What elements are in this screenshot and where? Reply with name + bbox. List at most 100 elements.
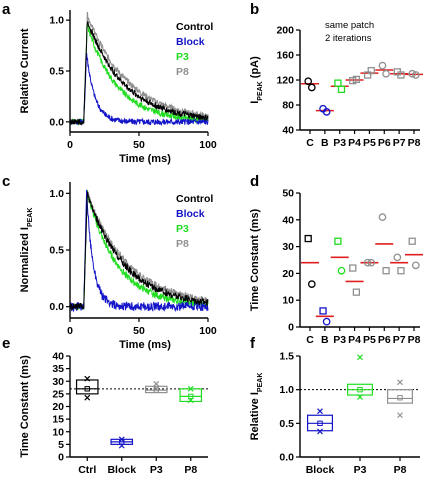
y-axis-label: Normalized IPEAK bbox=[19, 208, 34, 293]
panel-label-e: e bbox=[2, 335, 10, 352]
data-point bbox=[349, 264, 357, 272]
y-tick-label: 40 bbox=[282, 214, 294, 226]
y-tick-label: 40 bbox=[282, 125, 294, 137]
panel-a: 0 50 100 Time (ms) 0.0 0.5 1.0 Relative Current… bbox=[19, 10, 217, 165]
y-tick-label: 30 bbox=[52, 376, 64, 388]
annotation-text: 2 iterations bbox=[325, 33, 372, 44]
panel-b: C B P3 P4 P5 P6 P7 P8 40 80 120 160 200 IPEAK (pA) sam… bbox=[249, 20, 423, 149]
legend-p3: P3 bbox=[176, 51, 189, 63]
panel-label-b: b bbox=[250, 1, 259, 18]
y-axis-label: Time Constant (ms) bbox=[19, 355, 31, 458]
extreme-point bbox=[118, 436, 125, 443]
panel-c: 0 50 100 Time (ms) 0.0 0.5 1.0 Normalized IPEAK… bbox=[19, 182, 217, 351]
legend-control: Control bbox=[176, 193, 213, 205]
data-point bbox=[408, 237, 416, 245]
data-point bbox=[393, 253, 402, 262]
legend-block: Block bbox=[176, 36, 205, 48]
x-tick-label: P3 bbox=[150, 464, 163, 476]
x-tick-label: P6 bbox=[378, 137, 391, 149]
y-axis-label: Relative Current bbox=[19, 28, 31, 113]
y-tick-label: 0.0 bbox=[279, 452, 294, 464]
panel-d: C B P3 P4 P5 P6 P7 P8 0 10 20 30 40 50 Time Constant (… bbox=[249, 188, 423, 346]
y-tick-label: 10 bbox=[52, 426, 64, 438]
y-axis-label: IPEAK (pA) bbox=[249, 56, 264, 104]
box bbox=[387, 389, 414, 404]
x-tick-label: 100 bbox=[199, 139, 217, 151]
x-tick-label: P8 bbox=[408, 334, 421, 346]
y-tick-label: 1.5 bbox=[279, 351, 294, 363]
data-point bbox=[352, 75, 361, 84]
annotation-text: same patch bbox=[325, 20, 374, 31]
y-tick-label: 1.0 bbox=[49, 188, 64, 200]
data-point bbox=[397, 71, 405, 79]
x-tick-label: P3 bbox=[333, 137, 346, 149]
trace-block bbox=[69, 189, 209, 313]
trace-block bbox=[69, 52, 209, 127]
data-point bbox=[378, 213, 387, 221]
y-tick-label: 0.5 bbox=[49, 66, 64, 78]
data-point bbox=[397, 267, 405, 275]
mean-marker bbox=[153, 387, 159, 393]
data-point bbox=[322, 317, 331, 326]
y-tick-label: 80 bbox=[282, 100, 294, 112]
extreme-point bbox=[317, 428, 323, 435]
x-tick-label: 50 bbox=[133, 325, 145, 337]
y-tick-label: 30 bbox=[282, 241, 294, 253]
y-tick-label: 0 bbox=[58, 452, 64, 464]
data-point bbox=[378, 61, 387, 70]
x-tick-label: 0 bbox=[67, 325, 73, 337]
panel-f: Block P3 P8 0.0 0.5 1.0 1.5 Relative IPEAK bbox=[249, 351, 420, 476]
x-tick-label: 0 bbox=[67, 139, 73, 151]
x-tick-label: P8 bbox=[394, 464, 407, 476]
mean-marker bbox=[357, 386, 363, 393]
x-tick-label: Block bbox=[306, 464, 335, 476]
data-point bbox=[382, 267, 390, 275]
data-point bbox=[367, 258, 376, 267]
y-tick-label: 50 bbox=[282, 188, 294, 200]
data-point bbox=[363, 258, 372, 267]
extreme-point bbox=[397, 379, 403, 386]
y-tick-label: 160 bbox=[276, 50, 294, 62]
x-tick-label: P7 bbox=[393, 137, 406, 149]
extreme-point bbox=[187, 397, 194, 404]
legend-block: Block bbox=[176, 208, 205, 220]
box bbox=[75, 379, 99, 395]
data-point bbox=[408, 69, 417, 78]
y-tick-label: 20 bbox=[52, 401, 64, 413]
x-tick-label: B bbox=[321, 334, 329, 346]
trace-control bbox=[69, 191, 209, 311]
x-tick-label: P4 bbox=[348, 334, 361, 346]
y-tick-label: 0.0 bbox=[49, 116, 64, 128]
x-axis-label: Time (ms) bbox=[119, 153, 171, 165]
x-tick-label: P3 bbox=[354, 464, 367, 476]
data-point bbox=[411, 71, 420, 79]
extreme-point bbox=[118, 442, 125, 449]
y-tick-label: 120 bbox=[276, 75, 294, 87]
y-tick-label: 40 bbox=[52, 351, 64, 363]
trace-control bbox=[69, 21, 209, 126]
x-tick-label: C bbox=[306, 137, 314, 149]
y-axis-label: Relative IPEAK bbox=[249, 373, 264, 441]
y-tick-label: 1.0 bbox=[279, 384, 294, 396]
legend-control: Control bbox=[176, 21, 213, 33]
data-point bbox=[319, 307, 327, 315]
x-tick-label: P4 bbox=[348, 137, 361, 149]
x-tick-label: P8 bbox=[408, 137, 421, 149]
y-tick-label: 1.0 bbox=[49, 15, 64, 27]
panel-label-c: c bbox=[2, 173, 10, 190]
extreme-point bbox=[357, 394, 363, 400]
mean-marker bbox=[84, 386, 90, 392]
y-axis-label: Time Constant (ms) bbox=[249, 208, 261, 311]
data-point bbox=[337, 85, 346, 94]
trace-p8 bbox=[69, 192, 209, 311]
legend-p3: P3 bbox=[176, 223, 189, 235]
data-point bbox=[304, 77, 313, 86]
y-tick-label: 0.5 bbox=[49, 245, 64, 257]
data-point bbox=[337, 266, 346, 275]
extreme-point bbox=[317, 408, 323, 415]
extreme-point bbox=[357, 354, 363, 361]
mean-marker bbox=[397, 395, 403, 401]
legend-p8: P8 bbox=[176, 66, 189, 78]
